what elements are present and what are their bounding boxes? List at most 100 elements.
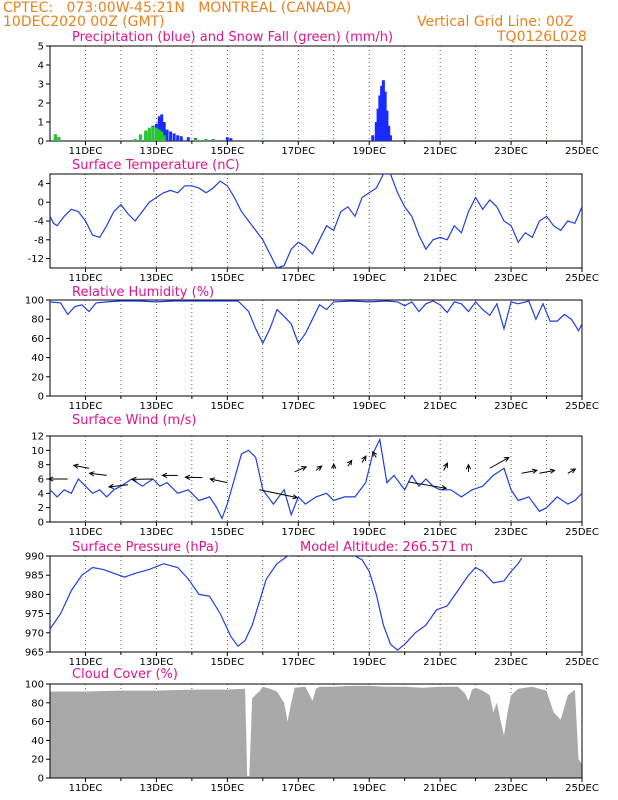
precip-bar-snow: [157, 129, 161, 141]
wind-arrow: [210, 478, 228, 484]
precip-title: Precipitation (blue) and Snow Fall (gree…: [72, 30, 393, 45]
precip-xtick-label: 21DEC: [423, 146, 457, 157]
cloud-xtick-label: 19DEC: [352, 783, 386, 794]
precip-bar-rain: [378, 95, 382, 141]
pressure-annotation: Model Altitude: 266.571 m: [300, 540, 473, 555]
wind-arrow-head: [107, 483, 114, 489]
precip-bar-snow: [147, 127, 151, 141]
precip-bar-snow: [474, 140, 478, 141]
precip-xtick-label: 11DEC: [69, 146, 103, 157]
temp-line: [50, 174, 582, 268]
precip-bar-rain: [371, 135, 375, 141]
wind-xtick-label: 19DEC: [352, 527, 386, 538]
cloud-xtick-label: 25DEC: [565, 783, 599, 794]
precip-bar-snow: [261, 140, 265, 141]
temp-ytick-label: 4: [38, 179, 44, 190]
precip-bar-rain: [186, 137, 190, 141]
precip-bar-snow: [154, 127, 158, 141]
rh-xtick-label: 25DEC: [565, 401, 599, 412]
wind-arrow-head: [465, 463, 472, 470]
precip-bar-rain: [160, 114, 164, 141]
precip-bar-rain: [380, 85, 384, 141]
wind-arrow-head: [570, 468, 577, 474]
pressure-xtick-label: 19DEC: [352, 657, 386, 668]
pressure-ytick-label: 985: [25, 571, 44, 582]
precip-ytick-label: 0: [38, 137, 44, 148]
temp-ytick-label: 0: [38, 198, 44, 209]
precip-bar-snow: [314, 140, 318, 141]
wind-arrow: [539, 469, 555, 474]
wind-xtick-label: 13DEC: [140, 527, 174, 538]
rh-frame: [49, 299, 583, 397]
wind-arrow: [408, 481, 447, 489]
wind-arrow-head: [301, 466, 308, 471]
wind-arrow-head: [161, 472, 168, 479]
wind-arrow: [521, 469, 537, 474]
temp-ytick-label: -4: [34, 217, 44, 228]
cloud-title: Cloud Cover (%): [72, 667, 178, 682]
wind-xtick-label: 17DEC: [281, 527, 315, 538]
cloud-xtick-label: 13DEC: [140, 783, 174, 794]
cloud-xtick-label: 23DEC: [494, 783, 528, 794]
wind-arrow-head: [371, 450, 378, 457]
cloud-ytick-label: 80: [31, 698, 44, 709]
wind-ytick-label: 0: [38, 518, 44, 529]
precip-bar-rain: [162, 122, 166, 141]
wind-arrow-head: [209, 477, 216, 483]
precip-bar-rain: [157, 116, 161, 141]
precip-bar-snow: [151, 126, 155, 141]
precip-bar-rain: [383, 91, 387, 141]
wind-arrow: [443, 462, 448, 471]
header-run-id: TQ0126L028: [497, 29, 587, 45]
precip-bar-snow: [420, 140, 424, 141]
precip-bar-snow: [162, 135, 166, 141]
rh-xtick-label: 15DEC: [210, 401, 244, 412]
wind-arrow-head: [88, 471, 95, 477]
rh-xtick-label: 23DEC: [494, 401, 528, 412]
cloud-ytick-label: 100: [25, 680, 44, 691]
cloud-ytick-label: 40: [31, 736, 44, 747]
pressure-frame: [49, 555, 583, 653]
wind-arrow: [489, 457, 510, 469]
precip-bar-rain: [385, 110, 389, 141]
wind-arrow-head: [184, 474, 191, 480]
temp-xtick-label: 21DEC: [423, 273, 457, 284]
pressure-ytick-label: 975: [25, 609, 44, 620]
header-date: 10DEC2020 00Z (GMT): [3, 14, 165, 30]
pressure-line: [50, 556, 523, 651]
temp-frame: [49, 173, 583, 269]
pressure-title: Surface Pressure (hPa): [72, 540, 219, 555]
rh-ytick-label: 80: [31, 315, 44, 326]
wind-arrow: [361, 455, 367, 463]
temp-xtick-label: 11DEC: [69, 273, 103, 284]
rh-xtick-label: 17DEC: [281, 401, 315, 412]
wind-arrow: [73, 464, 90, 469]
precip-bar-rain: [165, 129, 169, 141]
precip-xtick-label: 17DEC: [281, 146, 315, 157]
pressure-xtick-label: 23DEC: [494, 657, 528, 668]
pressure-xtick-label: 17DEC: [281, 657, 315, 668]
temp-title: Surface Temperature (nC): [72, 158, 240, 173]
precip-xtick-label: 25DEC: [565, 146, 599, 157]
precip-bar-rain: [176, 135, 180, 141]
wind-title: Surface Wind (m/s): [72, 413, 196, 428]
precip-ytick-label: 2: [38, 99, 44, 110]
wind-arrow-head: [503, 456, 510, 462]
rh-title: Relative Humidity (%): [72, 285, 214, 300]
precip-bar-snow: [133, 139, 137, 141]
wind-ytick-label: 12: [31, 432, 44, 443]
temp-xtick-label: 19DEC: [352, 273, 386, 284]
precip-bar-snow: [545, 140, 549, 141]
rh-xtick-label: 19DEC: [352, 401, 386, 412]
pressure-ytick-label: 970: [25, 628, 44, 639]
wind-arrow: [89, 472, 107, 476]
precip-bar-rain: [169, 131, 173, 141]
precip-xtick-label: 13DEC: [140, 146, 174, 157]
wind-arrow: [567, 468, 576, 474]
wind-arrow-head: [361, 455, 367, 462]
wind-arrow-head: [347, 459, 353, 466]
pressure-xtick-label: 15DEC: [210, 657, 244, 668]
cloud-xtick-label: 17DEC: [281, 783, 315, 794]
temp-ytick-label: -12: [28, 254, 44, 265]
